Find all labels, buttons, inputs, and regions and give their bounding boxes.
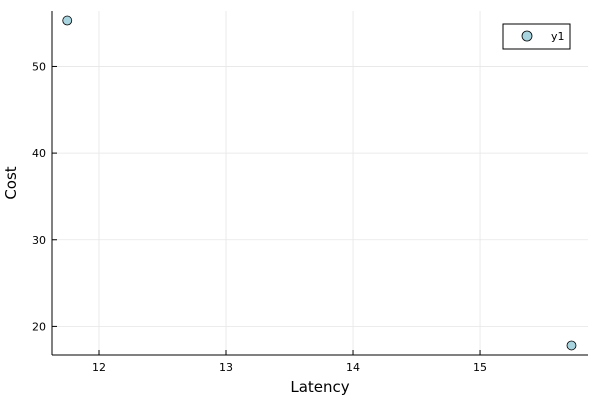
y-tick-label: 50 (32, 60, 46, 73)
legend-label-y1: y1 (551, 30, 565, 43)
x-tick-label: 13 (219, 361, 233, 374)
legend-box (502, 23, 571, 50)
x-axis-ticks: 12 13 14 15 (92, 350, 487, 374)
y-tick-label: 30 (32, 234, 46, 247)
x-gridlines (98, 11, 481, 355)
y-gridlines (52, 66, 588, 327)
data-point (62, 15, 73, 26)
legend: y1 (502, 23, 571, 50)
plot-background (52, 11, 588, 355)
x-axis-title: Latency (290, 378, 349, 396)
data-points (62, 15, 577, 351)
data-point (566, 340, 577, 351)
y-tick-label: 40 (32, 147, 46, 160)
x-tick-label: 12 (92, 361, 106, 374)
x-tick-label: 15 (473, 361, 487, 374)
legend-marker-y1 (521, 30, 533, 42)
x-tick-label: 14 (346, 361, 360, 374)
y-axis-title: Cost (2, 166, 20, 199)
y-axis-ticks: 20 30 40 50 (32, 60, 57, 333)
y-tick-label: 20 (32, 320, 46, 333)
